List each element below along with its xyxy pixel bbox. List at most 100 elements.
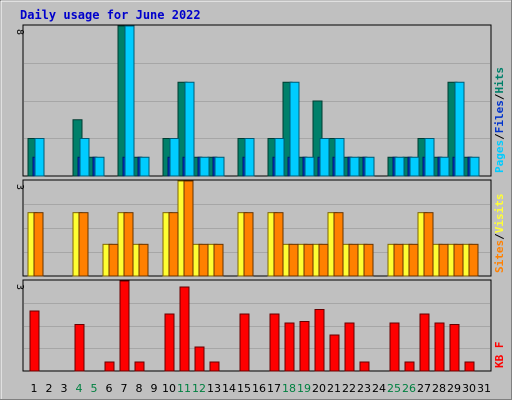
panel-top-plot-area — [22, 24, 492, 177]
panel-top-ymax-label: 8 — [14, 29, 25, 35]
bar-top-pages-day-12 — [199, 156, 210, 177]
bar-top-pages-day-13 — [214, 156, 225, 177]
bar-top-pages-day-1 — [34, 138, 45, 177]
bar-middle-sites-day-27 — [423, 212, 434, 277]
bar-middle-sites-day-6 — [108, 243, 119, 277]
bar-top-pages-day-27 — [424, 138, 435, 177]
bar-top-pages-day-30 — [469, 156, 480, 177]
bar-bottom-kb-f-day-13 — [209, 361, 220, 372]
bar-top-pages-day-7 — [124, 25, 135, 177]
bar-top-pages-day-8 — [139, 156, 150, 177]
x-tick-label-day-22: 22 — [342, 382, 356, 395]
legend-item-: / — [493, 93, 506, 100]
x-tick-label-day-27: 27 — [417, 382, 431, 395]
bar-middle-sites-day-11 — [183, 180, 194, 277]
bar-middle-sites-day-8 — [138, 243, 149, 277]
bar-bottom-kb-f-day-20 — [314, 309, 325, 372]
x-tick-label-day-15: 15 — [237, 382, 251, 395]
bar-bottom-kb-f-day-22 — [344, 322, 355, 372]
bar-top-pages-day-25 — [394, 156, 405, 177]
x-tick-label-day-21: 21 — [327, 382, 341, 395]
bar-middle-sites-day-25 — [393, 243, 404, 277]
x-tick-label-day-14: 14 — [222, 382, 236, 395]
x-tick-label-day-12: 12 — [192, 382, 206, 395]
bar-middle-sites-day-18 — [288, 243, 299, 277]
bar-top-pages-day-23 — [364, 156, 375, 177]
x-tick-label-day-9: 9 — [151, 382, 158, 395]
bar-middle-sites-day-20 — [318, 243, 329, 277]
legend-item-visits: Visits — [493, 194, 506, 234]
bar-top-pages-day-10 — [169, 138, 180, 177]
bar-middle-sites-day-15 — [243, 212, 254, 277]
bar-top-pages-day-22 — [349, 156, 360, 177]
bar-top-pages-day-4 — [79, 138, 90, 177]
bar-middle-sites-day-30 — [468, 243, 479, 277]
bar-middle-sites-day-10 — [168, 212, 179, 277]
x-tick-label-day-17: 17 — [267, 382, 281, 395]
x-tick-label-day-7: 7 — [121, 382, 128, 395]
x-tick-label-day-1: 1 — [31, 382, 38, 395]
x-tick-label-day-10: 10 — [162, 382, 176, 395]
bar-bottom-kb-f-day-15 — [239, 313, 250, 372]
bar-bottom-kb-f-day-12 — [194, 346, 205, 372]
bar-top-pages-day-17 — [274, 138, 285, 177]
bar-top-pages-day-19 — [304, 156, 315, 177]
legend-item-kbf: KB F — [493, 342, 506, 369]
legend-item-: / — [493, 233, 506, 240]
bar-top-pages-day-26 — [409, 156, 420, 177]
bar-top-pages-day-21 — [334, 138, 345, 177]
x-tick-label-day-20: 20 — [312, 382, 326, 395]
x-tick-label-day-31: 31 — [477, 382, 491, 395]
x-tick-label-day-23: 23 — [357, 382, 371, 395]
bar-bottom-kb-f-day-4 — [74, 324, 85, 372]
x-tick-label-day-5: 5 — [91, 382, 98, 395]
bar-middle-sites-day-19 — [303, 243, 314, 277]
bar-bottom-kb-f-day-21 — [329, 334, 340, 372]
chart-title: Daily usage for June 2022 — [20, 8, 201, 22]
x-tick-label-day-6: 6 — [106, 382, 113, 395]
panel-bottom-plot-area — [22, 279, 492, 372]
bar-bottom-kb-f-day-17 — [269, 313, 280, 372]
x-tick-label-day-8: 8 — [136, 382, 143, 395]
bar-bottom-kb-f-day-25 — [389, 322, 400, 372]
bar-top-pages-day-29 — [454, 81, 465, 177]
panel-top-legend: Pages/Files/Hits — [493, 67, 506, 173]
bar-top-pages-day-28 — [439, 156, 450, 177]
bar-middle-sites-day-21 — [333, 212, 344, 277]
bar-middle-sites-day-17 — [273, 212, 284, 277]
bar-middle-sites-day-23 — [363, 243, 374, 277]
bar-bottom-kb-f-day-10 — [164, 313, 175, 372]
legend-item-sites: Sites — [493, 240, 506, 273]
x-tick-label-day-3: 3 — [61, 382, 68, 395]
bar-bottom-kb-f-day-11 — [179, 286, 190, 372]
bar-bottom-kb-f-day-27 — [419, 313, 430, 372]
bar-middle-sites-day-29 — [453, 243, 464, 277]
bar-top-pages-day-15 — [244, 138, 255, 177]
panel-middle-ymax-label: 3 — [14, 184, 25, 190]
bar-middle-sites-day-22 — [348, 243, 359, 277]
x-tick-label-day-11: 11 — [177, 382, 191, 395]
x-tick-label-day-18: 18 — [282, 382, 296, 395]
bar-bottom-kb-f-day-29 — [449, 324, 460, 372]
bar-bottom-kb-f-day-23 — [359, 361, 370, 372]
bar-bottom-kb-f-day-18 — [284, 322, 295, 372]
x-tick-label-day-24: 24 — [372, 382, 386, 395]
x-tick-label-day-29: 29 — [447, 382, 461, 395]
bar-bottom-kb-f-day-30 — [464, 361, 475, 372]
bar-bottom-kb-f-day-6 — [104, 361, 115, 372]
bar-top-pages-day-18 — [289, 81, 300, 177]
bar-middle-sites-day-13 — [213, 243, 224, 277]
legend-item-: / — [493, 133, 506, 140]
legend-item-files: Files — [493, 100, 506, 133]
bar-bottom-kb-f-day-8 — [134, 361, 145, 372]
x-tick-label-day-25: 25 — [387, 382, 401, 395]
bar-top-pages-day-11 — [184, 81, 195, 177]
panel-bottom-ymax-label: 3 — [14, 284, 25, 290]
bar-bottom-kb-f-day-26 — [404, 361, 415, 372]
x-tick-label-day-26: 26 — [402, 382, 416, 395]
x-tick-label-day-28: 28 — [432, 382, 446, 395]
x-tick-label-day-16: 16 — [252, 382, 266, 395]
bar-middle-sites-day-28 — [438, 243, 449, 277]
